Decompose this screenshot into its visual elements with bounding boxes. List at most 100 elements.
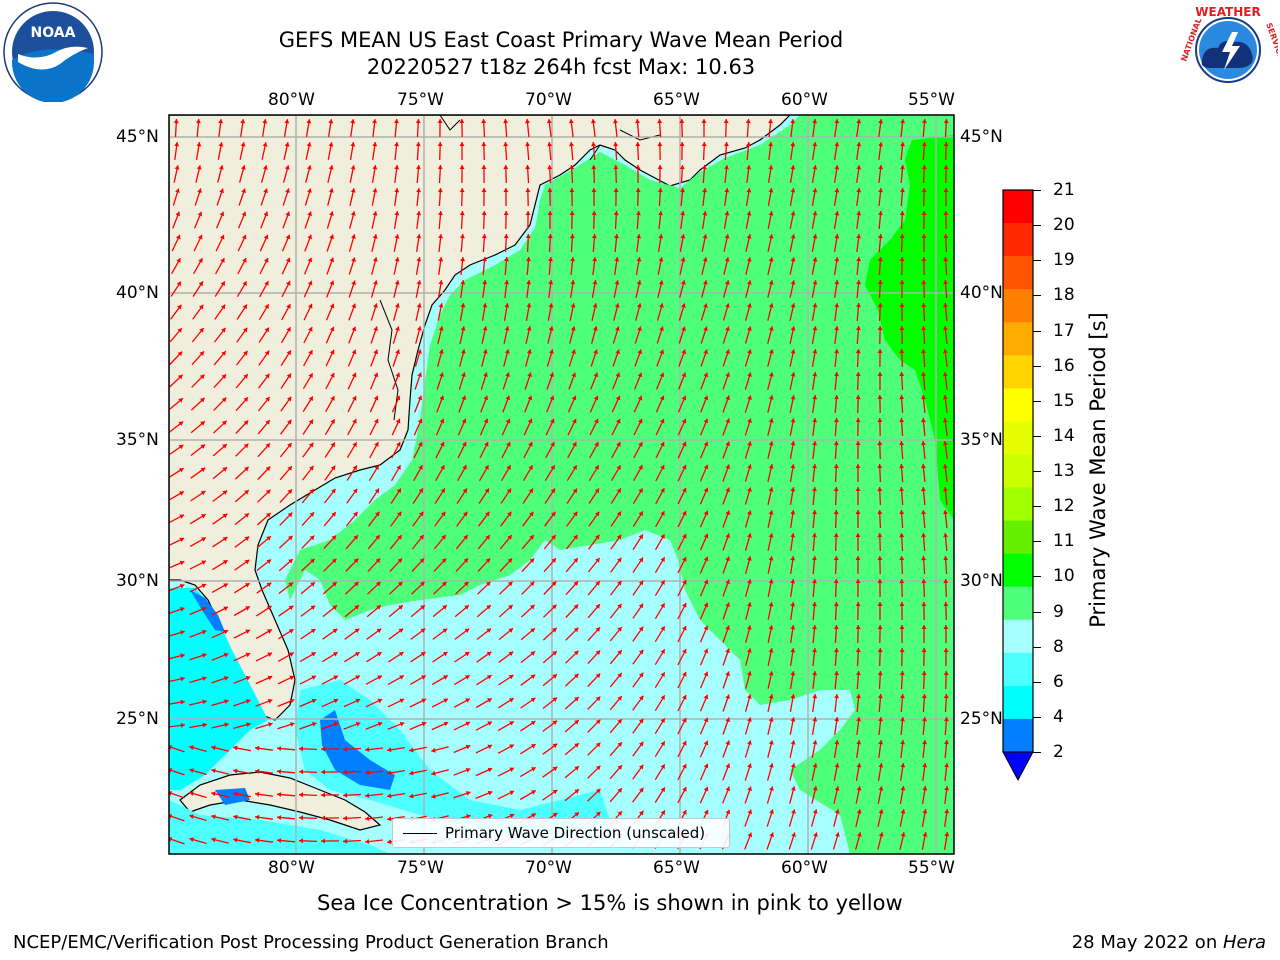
wave-arrow-head [724,211,730,216]
wave-arrow-head [745,119,751,124]
wave-arrow-head [638,626,644,632]
wave-arrow-head [682,626,687,631]
wave-arrow-head [658,211,663,216]
wave-arrow-head [485,558,491,563]
colorbar-tick-mark [1033,365,1041,367]
sea-ice-caption: Sea Ice Concentration > 15% is shown in … [317,891,903,915]
wave-arrow-head [263,211,269,217]
wave-arrow-head [812,303,818,308]
colorbar-tick-mark [1033,611,1041,613]
wave-arrow-head [725,648,730,654]
wave-arrow-head [395,395,401,401]
wave-arrow-head [921,464,926,469]
wave-arrow-head [834,694,840,699]
wave-arrow-head [943,625,949,629]
wave-arrow-head [725,372,730,378]
wave-arrow-head [267,629,272,634]
wave-arrow-head [833,648,839,653]
wave-arrow-head [834,395,839,400]
wave-arrow-head [507,511,512,517]
wave-arrow-head [244,466,249,472]
wave-arrow-head [943,303,948,308]
wave-arrow-head [617,765,622,770]
wave-arrow-head [243,443,249,449]
colorbar-swatch [1003,289,1033,323]
wave-arrow-head [481,188,487,192]
wave-arrow-head [329,349,335,355]
wave-arrow-head [552,766,558,772]
wave-arrow-head [486,675,492,680]
wave-arrow-head [218,165,224,170]
wave-arrow-head [505,372,510,377]
wave-arrow-head [179,491,184,496]
wave-arrow-head [288,605,294,611]
wave-arrow-head [878,832,884,837]
wave-arrow-head [420,605,425,610]
colorbar-swatch [1003,520,1033,555]
wave-arrow-head [218,119,224,124]
wave-arrow-head [921,441,926,446]
wave-arrow-head [747,717,752,722]
wave-arrow-head [942,418,948,423]
colorbar-tick-label: 6 [1053,671,1064,692]
wave-arrow-head [415,142,421,147]
wave-arrow-head [243,397,248,402]
ocean-region-10-11s [865,135,954,520]
wave-arrow-head [703,602,709,608]
wave-arrow-head [509,790,515,796]
wave-arrow-head [701,142,707,147]
wave-arrow-head [574,743,579,748]
wave-arrow-head [921,487,926,492]
wave-arrow-head [747,326,752,331]
wave-arrow-head [223,606,228,611]
wave-arrow-head [943,280,949,285]
wave-arrow-head [528,465,533,470]
wave-arrow-head [768,648,774,653]
wave-arrow-head [465,744,471,750]
wave-arrow-head [856,211,862,216]
wave-arrow-head [289,675,295,681]
wave-arrow-head [747,372,752,377]
wave-arrow-head [679,165,685,170]
lon-tick-top: 60°W [781,90,828,110]
wave-arrow-head [180,653,185,659]
wave-arrow-head [308,419,313,425]
wave-arrow-head [174,165,180,170]
wave-arrow-head [265,489,271,495]
wave-arrow-head [373,372,379,378]
wave-arrow-head [900,832,906,837]
wave-arrow-head [286,373,291,379]
wave-arrow-head [747,487,752,492]
wave-arrow-head [703,740,709,746]
wave-arrow-head [594,465,599,470]
wave-arrow-head [833,510,839,515]
wave-arrow-head [222,467,227,472]
wave-arrow-head [591,234,597,239]
wave-arrow-head [834,211,840,216]
wave-arrow-head [416,280,422,285]
wave-arrow-head [790,303,796,308]
wave-arrow-head [266,513,271,518]
wave-arrow-head [746,257,752,262]
wave-arrow-head [943,579,949,584]
wave-arrow-head [638,695,644,701]
wave-arrow-head [747,763,752,768]
wave-arrow-head [900,740,906,745]
wave-arrow-head [682,764,687,769]
wave-arrow-head [242,258,247,263]
wave-arrow-head [373,349,379,355]
wave-arrow-head [746,211,752,216]
map-frame [168,114,955,855]
wave-arrow-head [616,534,622,540]
wave-arrow-head [551,604,557,610]
wave-arrow-head [443,675,448,680]
wave-arrow-head [177,328,182,333]
wave-arrow-head [635,142,641,147]
wave-arrow-head [529,535,534,540]
wave-arrow-head [701,165,707,170]
wave-arrow-head [768,556,774,561]
wave-arrow-head [530,604,535,610]
wave-arrow-head [790,119,796,124]
wave-arrow-head [660,649,665,654]
wave-arrow-head [440,488,445,494]
